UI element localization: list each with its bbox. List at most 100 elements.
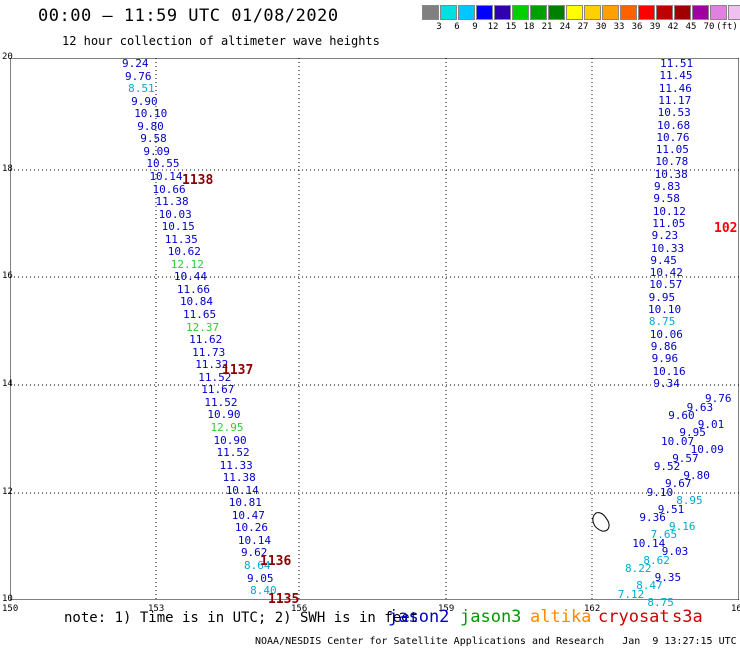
orbit-revolution-label: 102 xyxy=(714,221,738,236)
color-scale-label: 42 xyxy=(667,22,679,32)
wave-height-value: 8.64 xyxy=(244,559,271,572)
footer-credit: NOAA/NESDIS Center for Satellite Applica… xyxy=(255,636,740,647)
color-scale-label: 33 xyxy=(613,22,625,32)
lon-tick-label: 156 xyxy=(291,604,308,614)
wave-height-value: 10.42 xyxy=(649,266,683,280)
wave-height-value: 10.81 xyxy=(228,496,262,510)
orbit-revolution-label: 1138 xyxy=(182,173,214,188)
lat-tick-label: 16 xyxy=(2,271,13,281)
wave-height-value: 9.62 xyxy=(240,546,268,560)
wave-height-value: 10.26 xyxy=(234,521,268,535)
color-scale-label: 21 xyxy=(541,22,553,32)
wave-height-value: 11.45 xyxy=(659,69,693,83)
wave-height-value: 9.80 xyxy=(137,119,164,133)
color-swatch xyxy=(440,5,457,20)
color-scale-labels: 3 6 9 12 15 18 21 24 27 30 33 36 39 42 45 70 (ft) xyxy=(422,22,740,36)
wave-height-value: 10.90 xyxy=(207,408,241,422)
color-swatch xyxy=(620,5,637,20)
map-grid xyxy=(10,58,739,600)
color-swatch xyxy=(656,5,673,20)
wave-height-value: 9.09 xyxy=(143,144,170,158)
color-scale-bar xyxy=(422,5,740,20)
wave-height-value: 8.95 xyxy=(676,494,703,507)
wave-height-value: 11.32 xyxy=(195,358,229,372)
lon-tick-label: 153 xyxy=(148,604,165,614)
wave-height-value: 11.73 xyxy=(192,345,226,359)
wave-height-value: 10.44 xyxy=(173,270,207,284)
wave-height-value: 10.07 xyxy=(661,434,695,448)
lat-tick-label: 18 xyxy=(2,164,13,174)
wave-height-value: 11.51 xyxy=(660,57,694,70)
color-swatch xyxy=(458,5,475,20)
wave-height-value: 9.23 xyxy=(651,229,679,243)
wave-height-value: 9.67 xyxy=(665,477,692,490)
wave-height-value: 8.75 xyxy=(647,596,674,609)
wave-height-value: 9.10 xyxy=(646,485,674,499)
lat-tick-label: 10 xyxy=(2,594,13,604)
wave-height-value: 10.15 xyxy=(161,220,195,234)
wave-height-value: 11.05 xyxy=(655,143,689,157)
wave-height-value: 9.76 xyxy=(705,392,732,405)
wave-height-value: 9.80 xyxy=(683,468,710,482)
wave-height-value: 8.47 xyxy=(636,579,663,592)
wave-height-value: 12.37 xyxy=(186,320,220,334)
color-swatch xyxy=(710,5,727,20)
page-subtitle: 12 hour collection of altimeter wave hei… xyxy=(62,34,380,48)
color-scale-label: 12 xyxy=(487,22,499,32)
wave-height-value: 10.14 xyxy=(632,536,666,550)
wave-height-value: 12.95 xyxy=(210,420,244,434)
wave-height-value: 9.90 xyxy=(131,94,158,108)
wave-height-map: 2018161412101501531561591621659.249.768.… xyxy=(2,53,740,614)
color-swatch xyxy=(422,5,439,20)
wave-height-value: 10.09 xyxy=(690,443,724,456)
wave-height-value: 9.95 xyxy=(648,290,676,304)
wave-height-value: 11.17 xyxy=(658,93,692,107)
color-scale-label: 36 xyxy=(631,22,643,32)
wave-height-value: 8.51 xyxy=(128,82,155,96)
lon-tick-label: 162 xyxy=(584,604,601,614)
color-swatch xyxy=(638,5,655,20)
color-swatch xyxy=(566,5,583,20)
wave-height-value: 8.40 xyxy=(250,584,277,598)
color-scale-label: 39 xyxy=(649,22,661,32)
color-scale-label: 9 xyxy=(472,22,478,32)
color-scale-label: 45 xyxy=(685,22,697,32)
wave-height-value: 9.57 xyxy=(672,451,699,465)
wave-height-value: 10.06 xyxy=(649,327,683,341)
color-swatch xyxy=(692,5,709,20)
legend-jason2: jason2 xyxy=(388,607,450,627)
color-scale-label: 6 xyxy=(454,22,460,32)
color-scale-label: (ft) xyxy=(716,22,738,32)
wave-height-value: 11.38 xyxy=(155,195,189,209)
wave-height-value: 11.38 xyxy=(222,471,256,485)
wave-height-value: 9.35 xyxy=(654,570,682,584)
color-swatch xyxy=(476,5,493,20)
wave-height-value: 8.75 xyxy=(648,315,676,329)
wave-height-value: 10.76 xyxy=(656,130,690,144)
lon-tick-label: 159 xyxy=(438,604,455,614)
color-scale-label: 70 xyxy=(703,22,715,32)
color-swatch xyxy=(728,5,740,20)
wave-height-value: 8.22 xyxy=(625,562,652,575)
wave-height-value: 9.95 xyxy=(679,426,706,439)
orbit-revolution-label: 1136 xyxy=(260,554,292,569)
wave-height-value: 9.86 xyxy=(650,339,678,353)
legend-s3a: s3a xyxy=(672,607,703,627)
wave-height-value: 11.52 xyxy=(204,395,238,409)
orbit-revolution-label: 1137 xyxy=(222,363,254,378)
wave-height-value: 10.55 xyxy=(146,157,180,171)
wave-height-value: 9.01 xyxy=(697,417,725,431)
wave-height-value: 12.12 xyxy=(170,257,204,271)
color-scale-label: 27 xyxy=(577,22,589,32)
wave-height-value: 9.05 xyxy=(247,571,274,585)
color-swatch xyxy=(602,5,619,20)
wave-height-value: 11.62 xyxy=(189,333,223,347)
color-scale-label: 3 xyxy=(436,22,442,32)
wave-height-value: 7.65 xyxy=(650,528,678,541)
lon-tick-label: 165 xyxy=(731,604,740,614)
wave-height-value: 10.84 xyxy=(179,295,214,309)
legend-altika: altika xyxy=(530,607,592,627)
color-scale-label: 24 xyxy=(559,22,571,32)
wave-height-value: 10.78 xyxy=(655,155,689,169)
color-scale-label: 30 xyxy=(595,22,607,32)
